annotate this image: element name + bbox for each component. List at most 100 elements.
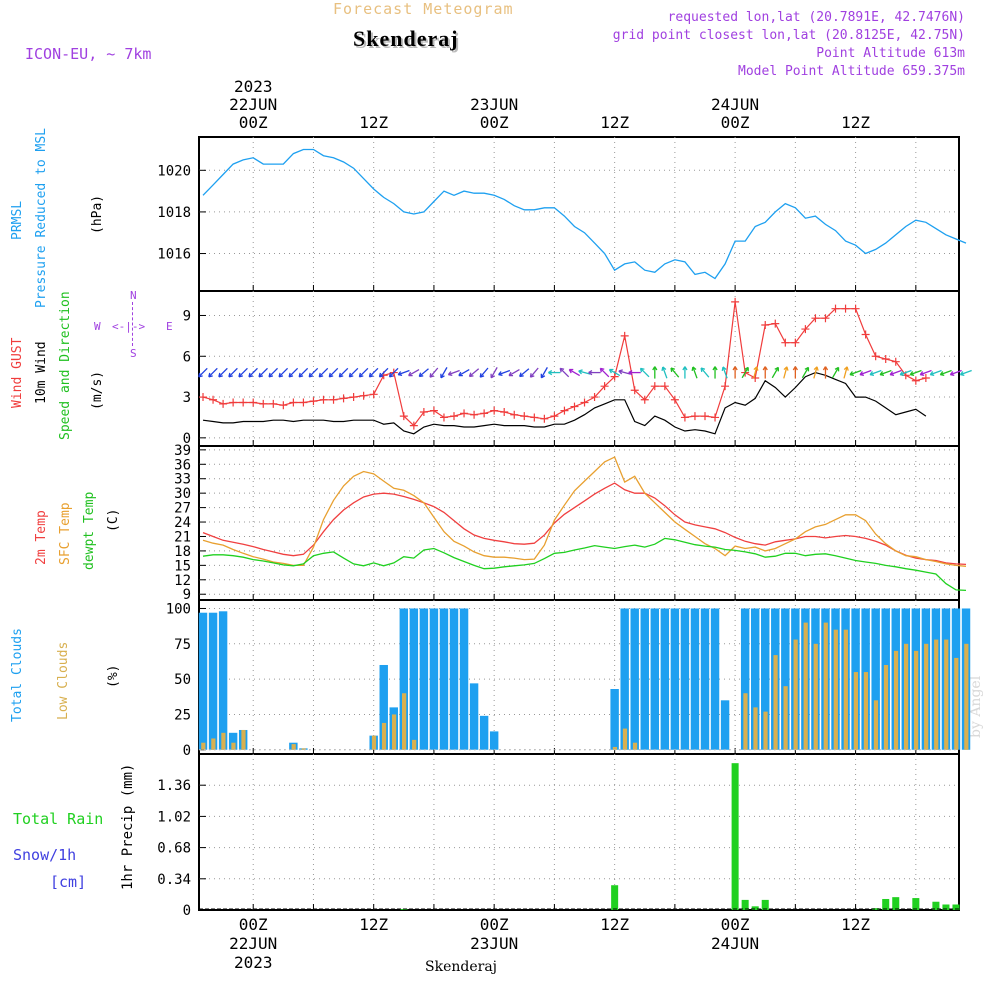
bottom-time-label: 22JUN <box>229 934 277 953</box>
total-cloud-bar <box>640 608 649 750</box>
wind-direction-arrow <box>960 369 972 376</box>
wind-direction-arrow <box>831 367 840 379</box>
wind-direction-arrow <box>318 367 329 378</box>
wind-direction-arrowhead <box>468 372 474 378</box>
wind-direction-arrowhead <box>479 373 485 378</box>
wind-gust-point <box>731 297 740 306</box>
y-tick-label: 21 <box>174 529 191 545</box>
wind-direction-arrow <box>940 369 952 376</box>
wind-direction-arrowhead <box>608 368 614 374</box>
wind-direction-arrowhead <box>508 371 514 377</box>
wind-direction-arrowhead <box>368 372 374 378</box>
wind-direction-arrow <box>389 367 399 378</box>
temp-2m-line <box>202 482 967 566</box>
y-tick-label: 27 <box>174 501 191 517</box>
wind-direction-arrowhead <box>328 372 334 378</box>
wind-direction-arrowhead <box>268 372 274 378</box>
rain-bar <box>932 901 940 910</box>
compass-e: E <box>166 320 173 333</box>
wind-direction-arrowhead <box>732 366 738 371</box>
wind-gust-point <box>460 409 469 418</box>
wind-gust-point <box>751 374 760 383</box>
y-tick-label: 24 <box>174 515 191 531</box>
total-cloud-bar <box>419 608 429 750</box>
rain-bar <box>912 898 920 910</box>
wind-gust-point <box>761 320 770 329</box>
precip-label-snow: Snow/1h <box>13 846 77 864</box>
low-cloud-bar <box>833 629 838 750</box>
wind-direction-arrow <box>670 367 680 378</box>
low-cloud-bar <box>873 700 879 750</box>
gridpoint-coords: grid point closest lon,lat (20.8125E, 42… <box>612 28 965 43</box>
temp-sfc-line <box>202 456 967 567</box>
wind-gust-point <box>279 401 288 410</box>
top-time-label: 12Z <box>841 113 870 132</box>
wind-gust-point <box>781 338 790 347</box>
wind-gust-point <box>851 304 860 313</box>
top-time-label: 00Z <box>480 113 509 132</box>
wind-direction-arrowhead <box>447 371 453 377</box>
wind-gust-point <box>249 398 258 407</box>
pressure-line <box>202 148 967 280</box>
wind-gust-point <box>570 402 579 411</box>
wind-direction-arrow <box>618 370 631 375</box>
compass-s: S <box>130 347 137 360</box>
wind-gust-point <box>450 412 459 421</box>
total-cloud-bar <box>670 608 680 750</box>
y-tick-label: 25 <box>174 707 191 723</box>
wind-direction-arrowhead <box>721 366 727 371</box>
bottom-time-label: 12Z <box>600 915 629 934</box>
wind-direction-arrow <box>662 366 668 379</box>
wind-direction-arrow <box>379 367 389 378</box>
total-cloud-bar <box>429 608 439 750</box>
low-cloud-bar <box>773 655 778 750</box>
compass-n: N <box>130 289 137 302</box>
wind-direction-arrow <box>228 367 238 378</box>
wind-direction-arrowhead <box>318 372 324 378</box>
y-tick-label: 15 <box>174 558 191 574</box>
wind-direction-arrowhead <box>218 372 223 378</box>
top-time-label: 2023 <box>234 77 273 96</box>
total-cloud-bar <box>469 683 479 750</box>
wind-direction-arrow <box>288 367 299 378</box>
total-cloud-bar <box>700 608 710 750</box>
wind-gust-point <box>881 354 890 363</box>
wind-direction-arrow <box>298 367 309 378</box>
y-tick-label: 39 <box>174 443 191 459</box>
wind-gust-point <box>359 391 368 400</box>
wind-gust-point <box>399 412 408 421</box>
wind-direction-arrow <box>479 367 489 378</box>
wind-gust-point <box>409 421 418 430</box>
wind-direction-arrow <box>348 367 359 378</box>
low-cloud-bar <box>924 643 929 750</box>
wind-direction-arrow <box>338 367 349 378</box>
wind-gust-point <box>861 330 870 339</box>
wind-direction-arrow <box>278 367 289 378</box>
total-cloud-bar <box>690 608 700 750</box>
wind-gust-point <box>700 412 709 421</box>
y-tick-label: 30 <box>174 486 191 502</box>
wind-gust-point <box>289 398 298 407</box>
y-tick-label: 6 <box>183 349 191 365</box>
wind-direction-arrow <box>469 368 480 377</box>
wind-gust-point <box>771 319 780 328</box>
wind-direction-arrow <box>950 369 962 376</box>
y-tick-label: 0.68 <box>157 841 191 857</box>
low-cloud-bar <box>612 746 618 750</box>
wind-gust-point <box>429 406 438 415</box>
model-name: ICON-EU, ~ 7km <box>25 45 152 63</box>
wind-direction-arrowhead <box>288 372 294 378</box>
rain-bar <box>611 885 619 910</box>
wind-direction-arrowhead <box>408 371 413 377</box>
compass-w: W <box>94 320 101 333</box>
wind-direction-arrowhead <box>548 369 553 376</box>
rain-bar <box>400 909 408 910</box>
low-cloud-bar <box>201 742 206 750</box>
wind-direction-arrow <box>368 367 379 378</box>
temp-dewpt-line <box>202 537 967 592</box>
low-cloud-bar <box>853 672 859 750</box>
y-tick-label: 33 <box>174 472 191 488</box>
wind-direction-arrow <box>498 369 511 376</box>
low-cloud-bar <box>863 672 869 750</box>
low-cloud-bar <box>371 735 377 750</box>
